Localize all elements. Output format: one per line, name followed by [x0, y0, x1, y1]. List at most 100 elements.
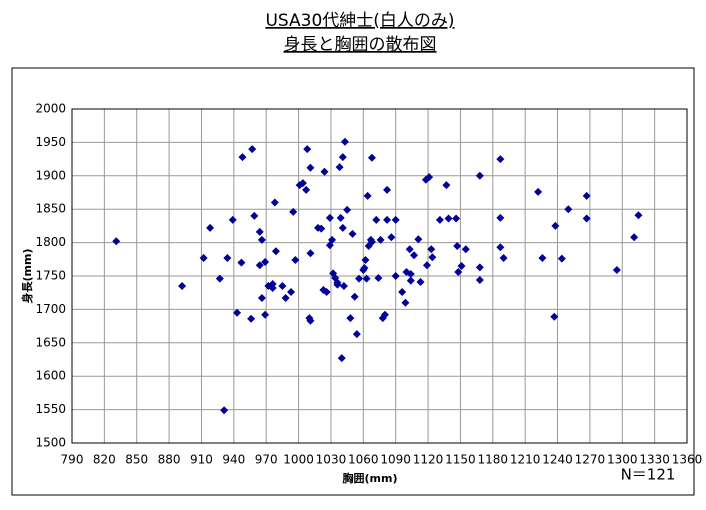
y-tick-label: 1900 — [35, 168, 66, 182]
point — [406, 269, 415, 278]
x-tick-label: 1270 — [575, 453, 606, 467]
point — [383, 185, 392, 194]
point — [199, 253, 208, 262]
point — [550, 312, 559, 321]
point — [302, 185, 311, 194]
point — [352, 330, 361, 339]
y-tick-label: 2000 — [35, 102, 66, 116]
point — [289, 207, 298, 216]
y-tick-label: 1550 — [35, 402, 66, 416]
x-tick-label: 880 — [158, 453, 181, 467]
point — [538, 253, 547, 262]
y-tick-label: 1950 — [35, 135, 66, 149]
point — [328, 235, 337, 244]
point — [372, 215, 381, 224]
point — [291, 255, 300, 264]
x-tick-label: 1090 — [380, 453, 411, 467]
point — [564, 205, 573, 214]
point — [362, 274, 371, 283]
point — [287, 288, 296, 297]
x-tick-label: 850 — [125, 453, 148, 467]
point — [387, 233, 396, 242]
point — [496, 155, 505, 164]
point — [383, 215, 392, 224]
x-tick-label: 970 — [255, 453, 278, 467]
point — [270, 198, 279, 207]
x-axis-label: 胸囲(mm) — [343, 471, 398, 485]
point — [355, 274, 363, 283]
point — [339, 282, 348, 291]
point — [416, 278, 425, 287]
point — [475, 276, 484, 285]
x-tick-label: 1060 — [348, 453, 379, 467]
x-tick-label: 1210 — [510, 453, 541, 467]
point — [338, 153, 347, 162]
point — [281, 294, 290, 303]
point — [261, 310, 270, 319]
point — [475, 171, 484, 180]
point — [428, 253, 437, 262]
point — [223, 253, 232, 262]
point — [268, 284, 277, 293]
point — [261, 257, 270, 266]
y-tick-label: 1600 — [35, 369, 66, 383]
point — [435, 215, 444, 224]
point — [317, 224, 326, 233]
point — [442, 181, 451, 190]
point — [255, 227, 264, 236]
point — [551, 221, 560, 230]
x-tick-label: 1300 — [607, 453, 638, 467]
x-tick-label: 1000 — [283, 453, 314, 467]
point — [425, 173, 434, 182]
point — [534, 187, 543, 196]
point — [306, 163, 315, 172]
point — [557, 254, 566, 263]
point — [248, 145, 257, 154]
point — [360, 263, 369, 272]
x-tick-label: 790 — [61, 453, 84, 467]
point — [250, 211, 259, 220]
point — [257, 294, 266, 303]
point — [350, 292, 359, 301]
point — [376, 235, 385, 244]
point — [343, 205, 352, 214]
point — [348, 229, 357, 238]
point — [634, 211, 643, 220]
y-tick-label: 1750 — [35, 269, 66, 283]
point — [444, 214, 453, 223]
point — [457, 261, 466, 270]
point — [335, 163, 344, 172]
point — [322, 288, 331, 297]
x-tick-label: 1240 — [542, 453, 573, 467]
point — [320, 167, 329, 176]
x-tick-label: 1030 — [316, 453, 347, 467]
point — [374, 274, 383, 283]
point — [380, 310, 389, 319]
point — [338, 223, 347, 232]
point — [414, 235, 423, 244]
x-tick-label: 1150 — [445, 453, 476, 467]
point — [496, 243, 505, 252]
y-tick-label: 1650 — [35, 335, 66, 349]
point — [271, 247, 280, 256]
y-tick-label: 1800 — [35, 235, 66, 249]
y-axis-label: 身長(mm) — [20, 249, 34, 304]
y-tick-label: 1850 — [35, 202, 66, 216]
point — [367, 237, 376, 246]
chart-frame — [11, 67, 695, 496]
point — [298, 179, 307, 188]
point — [337, 354, 346, 363]
chart-title: USA30代紳士(白人のみ) — [265, 11, 454, 31]
point — [257, 235, 266, 244]
point — [496, 213, 505, 222]
point — [410, 251, 419, 260]
point — [333, 280, 342, 289]
point — [178, 282, 187, 291]
point — [237, 258, 246, 267]
point — [453, 241, 462, 250]
x-tick-label: 820 — [93, 453, 116, 467]
point — [582, 191, 591, 200]
point — [340, 137, 349, 146]
point — [255, 261, 264, 270]
